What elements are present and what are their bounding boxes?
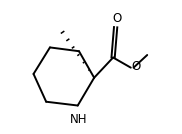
Text: O: O: [131, 60, 141, 73]
Text: O: O: [112, 12, 122, 25]
Text: NH: NH: [70, 113, 88, 126]
